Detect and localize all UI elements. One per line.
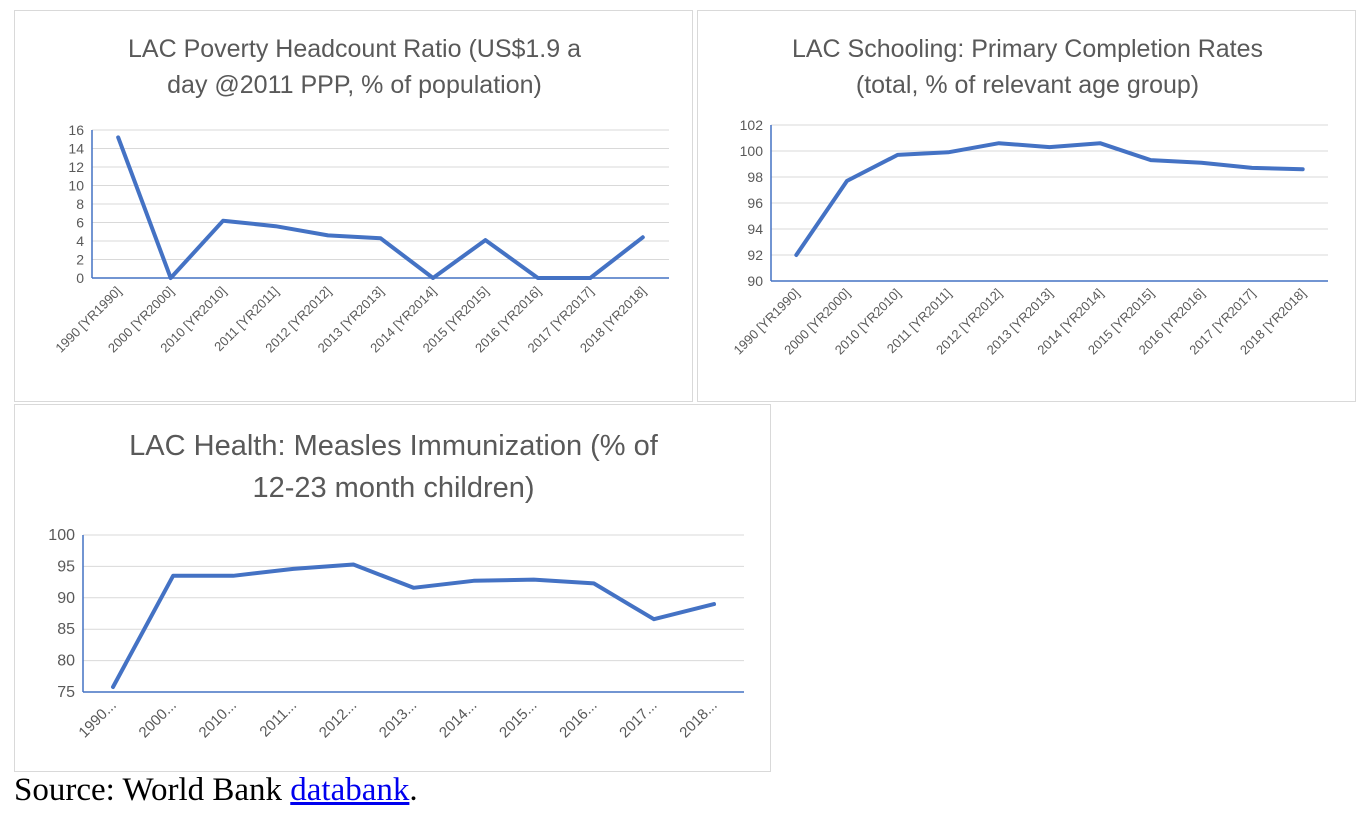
chart-title-line: day @2011 PPP, % of population) [167, 71, 542, 100]
databank-link[interactable]: databank [290, 772, 410, 808]
source-prefix: Source: World Bank [14, 772, 291, 808]
y-tick-label: 75 [57, 684, 75, 701]
y-tick-label: 6 [76, 215, 84, 231]
series-line [116, 135, 645, 280]
measles-line-chart: 75 80 85 90 95 100 1990... 2000... 2010... 2011..… [48, 527, 744, 741]
x-tick-label: 2010... [196, 697, 240, 741]
x-tick-label: 2016... [556, 697, 600, 741]
y-tick-label: 95 [57, 558, 75, 575]
y-tick-label: 12 [68, 159, 84, 175]
y-tick-label: 98 [747, 169, 763, 185]
y-tick-label: 80 [57, 653, 75, 670]
x-tick-label: 2013... [376, 697, 420, 741]
y-tick-label: 8 [76, 196, 84, 212]
x-tick-label: 1990... [75, 697, 119, 741]
source-note: Source: World Bank databank. [14, 772, 418, 809]
y-tick-label: 100 [740, 143, 764, 159]
chart-title-line: LAC Health: Measles Immunization (% of [129, 430, 658, 462]
chart-title-poverty: LAC Poverty Headcount Ratio (US$1.9 a da… [15, 31, 694, 104]
chart-title-schooling: LAC Schooling: Primary Completion Rates … [698, 31, 1357, 104]
chart-title-line: (total, % of relevant age group) [855, 71, 1200, 100]
x-tick-label: 2012... [316, 697, 360, 741]
x-tick-label: 2017... [616, 697, 660, 741]
chart-panel-measles: LAC Health: Measles Immunization (% of 1… [14, 404, 771, 772]
chart-panel-poverty: LAC Poverty Headcount Ratio (US$1.9 a da… [14, 10, 693, 402]
chart-title-measles: LAC Health: Measles Immunization (% of 1… [15, 425, 772, 509]
y-tick-label: 96 [747, 195, 763, 211]
x-tick-label: 2015... [496, 697, 540, 741]
y-tick-label: 10 [68, 178, 84, 194]
x-tick-label: 2018... [676, 697, 720, 741]
series-line [794, 141, 1305, 257]
y-tick-label: 14 [68, 141, 84, 157]
y-tick-label: 102 [740, 117, 764, 133]
x-tick-label: 2011... [256, 697, 300, 741]
y-tick-label: 85 [57, 621, 75, 638]
x-tick-label: 2000... [136, 697, 180, 741]
y-tick-label: 4 [76, 233, 84, 249]
chart-panel-schooling: LAC Schooling: Primary Completion Rates … [697, 10, 1356, 402]
source-suffix: . [409, 772, 418, 808]
chart-title-line: 12-23 month children) [252, 472, 535, 505]
y-tick-label: 16 [68, 122, 84, 138]
y-tick-label: 0 [76, 270, 84, 286]
y-tick-label: 94 [747, 221, 763, 237]
y-tick-label: 100 [48, 527, 75, 544]
y-tick-label: 90 [747, 273, 763, 289]
x-tick-label: 2014... [436, 697, 480, 741]
chart-title-line: LAC Poverty Headcount Ratio (US$1.9 a [127, 35, 581, 63]
y-tick-label: 2 [76, 252, 84, 268]
y-tick-label: 92 [747, 247, 763, 263]
chart-title-line: LAC Schooling: Primary Completion Rates [791, 35, 1264, 63]
y-tick-label: 90 [57, 590, 75, 607]
series-line [111, 562, 716, 689]
